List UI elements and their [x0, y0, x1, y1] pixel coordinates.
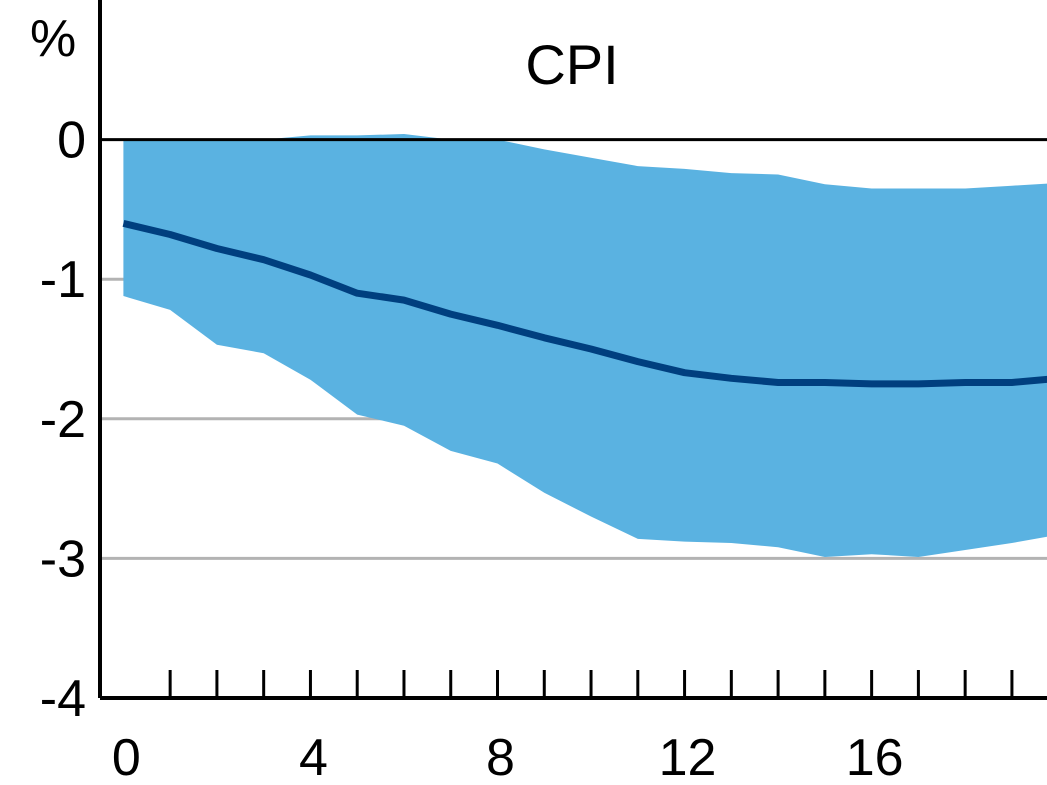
y-tick-label-0: 0 — [57, 112, 86, 170]
y-tick-label--3: -3 — [40, 530, 86, 588]
chart-title: CPI — [525, 33, 618, 96]
x-axis-tick-labels: 0 4 8 12 16 — [112, 729, 904, 785]
y-tick-label--4: -4 — [40, 670, 86, 728]
x-axis-ticks — [168, 670, 1014, 698]
y-tick-label--2: -2 — [40, 391, 86, 449]
y-tick-label--1: -1 — [40, 251, 86, 309]
x-tick-label-4: 4 — [299, 729, 328, 785]
x-tick-label-0: 0 — [112, 729, 141, 785]
x-tick-label-8: 8 — [486, 729, 515, 785]
cpi-response-line — [122, 219, 1047, 388]
x-tick-label-12: 12 — [659, 729, 717, 785]
axes-frame — [98, 0, 1047, 700]
y-axis-unit-label: % — [30, 10, 76, 68]
y-axis-tick-labels: 0 -1 -2 -3 -4 — [40, 112, 86, 728]
x-tick-label-16: 16 — [846, 729, 904, 785]
